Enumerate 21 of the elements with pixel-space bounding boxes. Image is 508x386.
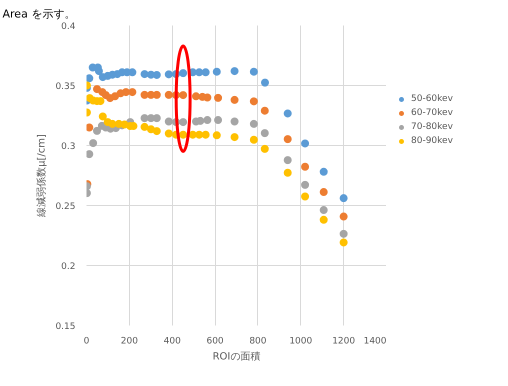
x-tick-label: 600 xyxy=(206,336,224,346)
text: Area を示す。 xyxy=(2,8,76,20)
legend-label: 80-90kev xyxy=(411,136,453,146)
x-axis-title: ROIの面積 xyxy=(212,350,260,362)
y-tick-label: 0.25 xyxy=(55,202,76,212)
x-tick-label: 400 xyxy=(164,336,182,346)
legend-label: 60-70kev xyxy=(411,108,453,118)
x-tick-label: 1400 xyxy=(364,336,387,346)
y-axis-title: 線減弱係数μ[/cm] xyxy=(35,134,48,218)
x-tick-label: 200 xyxy=(120,336,138,346)
y-tick-label: 0.15 xyxy=(55,322,76,332)
y-tick-label: 0.35 xyxy=(55,82,76,92)
y-tick-label: 0.3 xyxy=(61,142,76,152)
x-tick-label: 1200 xyxy=(332,336,356,346)
y-tick-label: 0.2 xyxy=(61,262,76,272)
x-tick-label: 800 xyxy=(249,336,267,346)
legend-label: 70-80kev xyxy=(411,122,453,132)
x-tick-label: 0 xyxy=(84,336,90,346)
y-tick-label: 0.4 xyxy=(61,22,76,32)
x-tick-label: 1000 xyxy=(289,336,313,346)
legend-label: 50-60kev xyxy=(411,94,453,104)
